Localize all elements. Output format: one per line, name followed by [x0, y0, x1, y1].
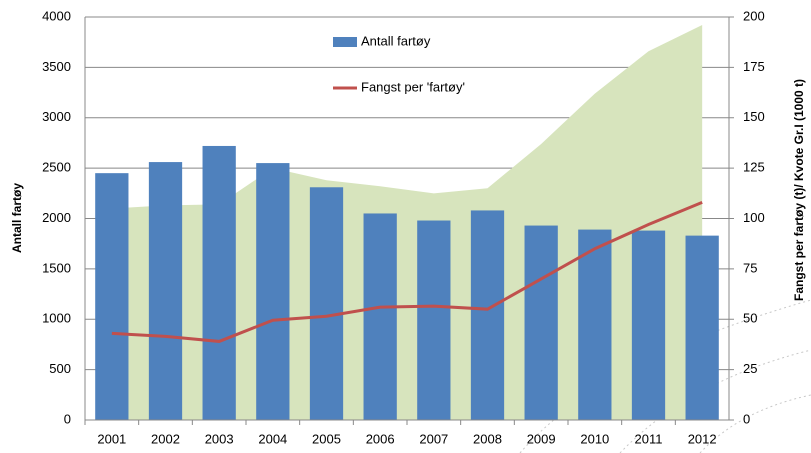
y-axis-title: Antall fartøy [10, 183, 24, 253]
x-tick-label: 2012 [688, 431, 717, 446]
y-tick-label: 2500 [42, 160, 71, 175]
x-tick-label: 2001 [97, 431, 126, 446]
x-tick-label: 2007 [419, 431, 448, 446]
y2-tick-label: 125 [743, 160, 765, 175]
y-tick-label: 2000 [42, 210, 71, 225]
bar [524, 225, 558, 420]
y2-tick-label: 75 [743, 260, 757, 275]
x-tick-label: 2011 [635, 431, 663, 446]
x-tick-label: 2010 [580, 431, 609, 446]
y-tick-label: 500 [49, 361, 71, 376]
bar [417, 220, 451, 420]
y2-tick-label: 25 [743, 361, 757, 376]
bar [309, 187, 344, 420]
y2-tick-label: 50 [743, 311, 757, 326]
legend-label: Fangst per 'fartøy' [361, 79, 465, 94]
x-tick-label: 2004 [258, 431, 287, 446]
bar [256, 163, 290, 420]
bar [685, 235, 719, 420]
y-tick-label: 3500 [42, 59, 71, 74]
y2-axis-title: Fangst per fartøy (t)/ Kvote Gr.I (1000 … [792, 79, 806, 301]
y2-tick-label: 0 [743, 411, 750, 426]
bar [95, 173, 129, 420]
x-tick-label: 2003 [205, 431, 234, 446]
line [111, 200, 703, 343]
y-tick-label: 0 [64, 411, 71, 426]
legend-swatch [333, 37, 357, 47]
x-tick-label: 2005 [312, 431, 341, 446]
y-tick-label: 4000 [42, 8, 71, 23]
y2-tick-label: 150 [743, 109, 765, 124]
bar [148, 162, 183, 420]
x-tick-label: 2009 [527, 431, 556, 446]
bar [363, 213, 397, 420]
y2-tick-label: 175 [743, 59, 765, 74]
y-tick-label: 3000 [42, 109, 71, 124]
x-tick-label: 2006 [366, 431, 395, 446]
bar [631, 230, 666, 420]
y2-tick-label: 200 [743, 8, 765, 23]
y-tick-label: 1500 [42, 260, 71, 275]
bar [470, 210, 505, 420]
y2-tick-label: 100 [743, 210, 765, 225]
bar [202, 145, 236, 420]
x-tick-label: 2002 [151, 431, 180, 446]
y-tick-label: 1000 [42, 311, 71, 326]
x-tick-label: 2008 [473, 431, 502, 446]
bar [578, 229, 612, 420]
legend-label: Antall fartøy [361, 33, 431, 48]
